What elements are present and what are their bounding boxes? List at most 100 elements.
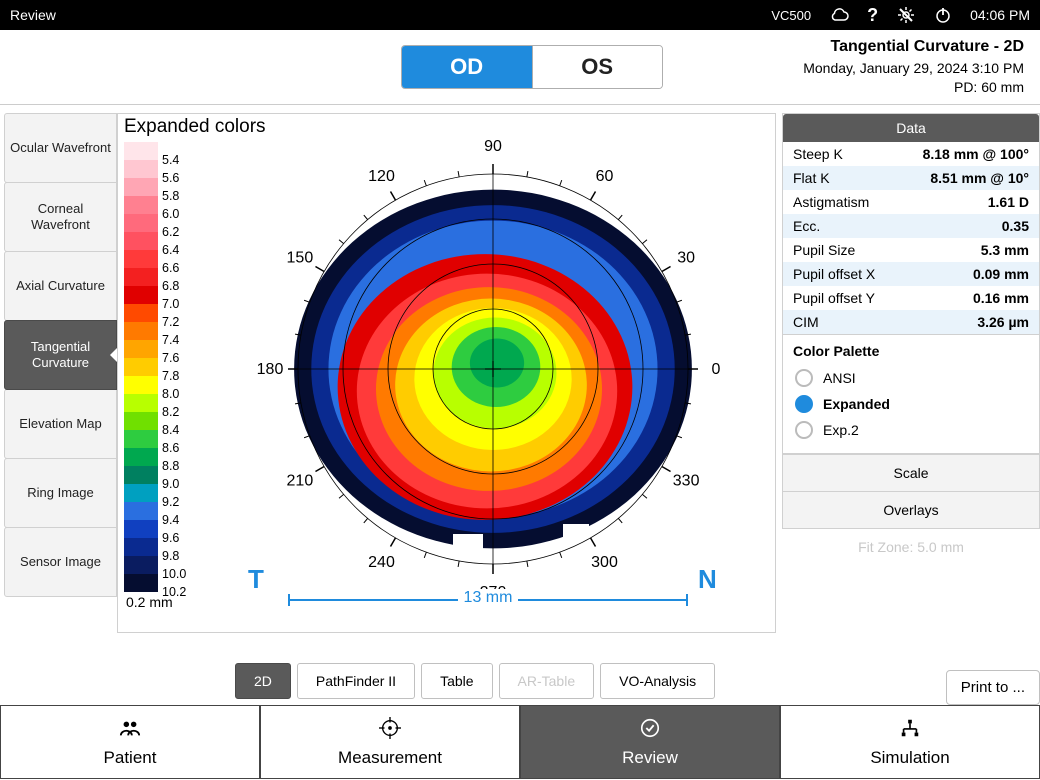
settings-icon[interactable] xyxy=(896,5,916,25)
legend-value: 9.4 xyxy=(158,513,179,527)
legend-value: 8.0 xyxy=(158,387,179,401)
subtab-ar-table: AR-Table xyxy=(499,663,595,699)
palette-label: Color Palette xyxy=(793,343,1029,359)
legend-value: 10.2 xyxy=(158,585,186,599)
map-tab-axial-curvature[interactable]: Axial Curvature xyxy=(4,251,117,321)
legend-value: 8.2 xyxy=(158,405,179,419)
simulation-icon xyxy=(899,717,921,744)
legend-swatch xyxy=(124,322,158,340)
legend-swatch xyxy=(124,178,158,196)
map-tab-elevation-map[interactable]: Elevation Map xyxy=(4,389,117,459)
legend-swatch xyxy=(124,160,158,178)
subtab-vo-analysis[interactable]: VO-Analysis xyxy=(600,663,715,699)
legend-swatch xyxy=(124,286,158,304)
measurement-icon xyxy=(379,717,401,744)
fit-zone-label: Fit Zone: 5.0 mm xyxy=(782,529,1040,565)
svg-text:0: 0 xyxy=(712,361,721,378)
legend-swatch xyxy=(124,268,158,286)
legend-value: 7.2 xyxy=(158,315,179,329)
legend-swatch xyxy=(124,556,158,574)
data-row-pupil-size: Pupil Size5.3 mm xyxy=(783,238,1039,262)
data-row-steep-k: Steep K8.18 mm @ 100° xyxy=(783,142,1039,166)
eye-od-button[interactable]: OD xyxy=(402,46,532,88)
legend-value: 9.0 xyxy=(158,477,179,491)
legend-swatch xyxy=(124,466,158,484)
data-row-pupil-offset-y: Pupil offset Y0.16 mm xyxy=(783,286,1039,310)
map-tab-tangential-curvature[interactable]: Tangential Curvature xyxy=(4,320,117,390)
help-icon[interactable]: ? xyxy=(867,5,878,26)
legend-swatch xyxy=(124,304,158,322)
nav-label: Patient xyxy=(104,748,157,768)
sub-header: OD OS Tangential Curvature - 2D Monday, … xyxy=(0,30,1040,105)
legend-swatch xyxy=(124,520,158,538)
color-legend: 5.45.65.86.06.26.46.66.87.07.27.47.67.88… xyxy=(124,142,220,610)
nav-label: Review xyxy=(622,748,678,768)
print-button[interactable]: Print to ... xyxy=(946,670,1040,705)
nav-simulation[interactable]: Simulation xyxy=(780,706,1040,779)
nav-measurement[interactable]: Measurement xyxy=(260,706,520,779)
legend-swatch xyxy=(124,376,158,394)
nav-patient[interactable]: Patient xyxy=(0,706,260,779)
legend-swatch xyxy=(124,196,158,214)
legend-value: 6.8 xyxy=(158,279,179,293)
svg-text:180: 180 xyxy=(257,361,284,378)
subtab-2d[interactable]: 2D xyxy=(235,663,291,699)
subtab-pathfinder-ii[interactable]: PathFinder II xyxy=(297,663,415,699)
overlays-button[interactable]: Overlays xyxy=(782,492,1040,529)
nav-review[interactable]: Review xyxy=(520,706,780,779)
legend-swatch xyxy=(124,448,158,466)
legend-value: 6.4 xyxy=(158,243,179,257)
map-tab-ring-image[interactable]: Ring Image xyxy=(4,458,117,528)
legend-swatch xyxy=(124,484,158,502)
scale-button[interactable]: Scale xyxy=(782,454,1040,492)
eye-os-button[interactable]: OS xyxy=(532,46,662,88)
legend-value: 6.0 xyxy=(158,207,179,221)
subtab-table[interactable]: Table xyxy=(421,663,492,699)
review-icon xyxy=(639,717,661,744)
legend-value: 5.6 xyxy=(158,171,179,185)
svg-text:60: 60 xyxy=(596,168,614,185)
legend-value: 10.0 xyxy=(158,567,186,581)
svg-text:120: 120 xyxy=(368,168,395,185)
data-row-ecc-: Ecc.0.35 xyxy=(783,214,1039,238)
palette-option-expanded[interactable]: Expanded xyxy=(793,391,1029,417)
legend-value: 9.2 xyxy=(158,495,179,509)
palette-option-exp-2[interactable]: Exp.2 xyxy=(793,417,1029,443)
legend-value: 5.4 xyxy=(158,153,179,167)
legend-value: 9.6 xyxy=(158,531,179,545)
scale-bar: 13 mm xyxy=(288,599,688,619)
legend-swatch xyxy=(124,394,158,412)
radio-icon xyxy=(795,369,813,387)
map-tab-ocular-wavefront[interactable]: Ocular Wavefront xyxy=(4,113,117,183)
eye-toggle: OD OS xyxy=(401,45,663,89)
legend-value: 7.4 xyxy=(158,333,179,347)
map-type-tabs: Ocular WavefrontCorneal WavefrontAxial C… xyxy=(0,105,117,705)
svg-text:240: 240 xyxy=(368,554,395,571)
map-tab-corneal-wavefront[interactable]: Corneal Wavefront xyxy=(4,182,117,252)
nav-label: Simulation xyxy=(870,748,949,768)
cloud-icon xyxy=(829,7,849,23)
legend-swatch xyxy=(124,250,158,268)
map-tab-sensor-image[interactable]: Sensor Image xyxy=(4,527,117,597)
patient-icon xyxy=(119,717,141,744)
palette-option-ansi[interactable]: ANSI xyxy=(793,365,1029,391)
data-row-cim: CIM3.26 µm xyxy=(783,310,1039,334)
top-bar: Review VC500 ? 04:06 PM xyxy=(0,0,1040,30)
legend-value: 8.6 xyxy=(158,441,179,455)
nav-label: Measurement xyxy=(338,748,442,768)
capture-datetime: Monday, January 29, 2024 3:10 PM xyxy=(803,59,1024,79)
svg-text:90: 90 xyxy=(484,138,502,155)
pd-label: PD: 60 mm xyxy=(803,78,1024,98)
svg-text:330: 330 xyxy=(673,473,700,490)
data-panel-header: Data xyxy=(783,114,1039,142)
legend-value: 7.6 xyxy=(158,351,179,365)
axis-nasal-label: N xyxy=(698,564,717,595)
legend-swatch xyxy=(124,412,158,430)
power-icon[interactable] xyxy=(934,6,952,24)
legend-value: 8.4 xyxy=(158,423,179,437)
svg-text:210: 210 xyxy=(287,473,314,490)
svg-text:30: 30 xyxy=(677,250,695,267)
legend-swatch xyxy=(124,142,158,160)
clock-label: 04:06 PM xyxy=(970,7,1030,23)
radio-icon xyxy=(795,421,813,439)
